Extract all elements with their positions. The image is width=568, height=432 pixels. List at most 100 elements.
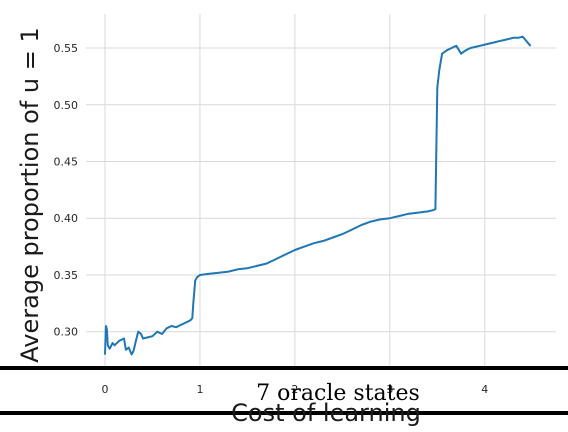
data-point — [118, 340, 120, 342]
data-point — [498, 40, 500, 42]
data-point — [151, 335, 154, 337]
data-point — [503, 39, 505, 41]
data-point — [436, 87, 438, 89]
data-point — [227, 270, 230, 273]
data-point — [161, 333, 163, 335]
data-point — [507, 38, 510, 40]
data-point — [427, 210, 429, 213]
data-point — [140, 333, 142, 335]
data-point — [379, 218, 381, 220]
data-point — [265, 263, 268, 265]
data-point — [341, 233, 343, 235]
data-point — [246, 267, 249, 269]
data-point — [256, 265, 258, 267]
data-point — [208, 273, 211, 275]
data-point — [105, 325, 107, 327]
y-tick-label: 0.35 — [54, 269, 79, 282]
data-point — [166, 327, 168, 329]
data-point — [389, 217, 391, 219]
data-point — [109, 348, 111, 350]
x-tick-label: 2 — [291, 383, 298, 396]
data-point — [431, 209, 434, 211]
x-axis-title: Cost of learning — [231, 399, 421, 427]
data-point — [189, 319, 192, 321]
data-point — [111, 342, 114, 344]
data-point — [313, 242, 315, 244]
x-tick-label: 1 — [196, 383, 203, 396]
y-tick-label: 0.30 — [54, 326, 79, 339]
data-point — [134, 342, 136, 344]
data-point — [417, 211, 419, 214]
chart-annotation: 7 oracle states — [256, 381, 420, 406]
data-point — [194, 280, 196, 282]
data-point — [398, 215, 400, 217]
y-tick-label: 0.40 — [54, 212, 79, 225]
data-point — [106, 328, 108, 331]
data-point — [142, 337, 144, 340]
data-point — [479, 45, 481, 47]
data-point — [517, 37, 519, 39]
top-overlay-rule — [0, 366, 568, 370]
y-axis-title: Average proportion of u = 1 — [16, 27, 44, 362]
data-point — [465, 49, 467, 51]
series-layer — [104, 35, 532, 356]
data-point — [130, 353, 133, 355]
data-point — [322, 240, 324, 242]
data-point — [128, 346, 130, 349]
data-point — [522, 36, 524, 38]
data-point — [185, 322, 187, 324]
y-grid — [86, 47, 556, 333]
data-point — [147, 336, 149, 338]
data-point — [469, 47, 472, 49]
data-point — [132, 350, 135, 352]
data-point — [196, 276, 198, 278]
data-point — [104, 353, 106, 355]
data-point — [275, 258, 277, 260]
data-point — [529, 45, 531, 47]
data-point — [137, 331, 139, 333]
data-point — [191, 317, 193, 319]
data-point — [180, 324, 182, 326]
bottom-overlay-rule — [0, 411, 568, 415]
data-point — [493, 41, 495, 43]
data-point — [123, 337, 125, 340]
data-point — [446, 49, 448, 51]
data-point — [512, 37, 514, 39]
x-tick-label: 0 — [101, 383, 108, 396]
data-point — [284, 253, 286, 256]
data-point — [113, 344, 116, 346]
y-tick-label: 0.45 — [54, 156, 79, 169]
data-point — [370, 221, 372, 223]
series-line — [104, 35, 532, 356]
data-point — [434, 208, 437, 210]
data-point — [408, 213, 410, 215]
data-point — [460, 53, 462, 55]
data-point — [175, 326, 177, 328]
data-point — [192, 302, 194, 304]
data-point — [526, 41, 529, 43]
x-tick-label: 4 — [481, 383, 488, 396]
data-point — [474, 46, 476, 48]
data-point — [125, 349, 127, 351]
data-point — [303, 245, 305, 248]
data-point — [332, 236, 334, 239]
data-point — [488, 42, 491, 45]
data-point — [156, 331, 158, 333]
y-tick-labels: 0.30 0.35 0.40 0.45 0.50 0.55 — [54, 42, 79, 339]
data-point — [484, 44, 486, 46]
data-point — [218, 272, 220, 274]
y-tick-label: 0.50 — [54, 99, 79, 112]
x-tick-labels: 0 1 2 3 4 — [101, 383, 488, 396]
x-tick-label: 3 — [386, 383, 393, 396]
x-grid — [104, 14, 486, 368]
data-point — [170, 325, 173, 327]
data-point — [107, 344, 109, 346]
data-point — [237, 268, 239, 270]
y-tick-label: 0.55 — [54, 42, 79, 55]
data-point — [455, 45, 457, 47]
data-point — [441, 53, 443, 55]
data-point — [294, 249, 296, 251]
data-point — [438, 70, 440, 72]
